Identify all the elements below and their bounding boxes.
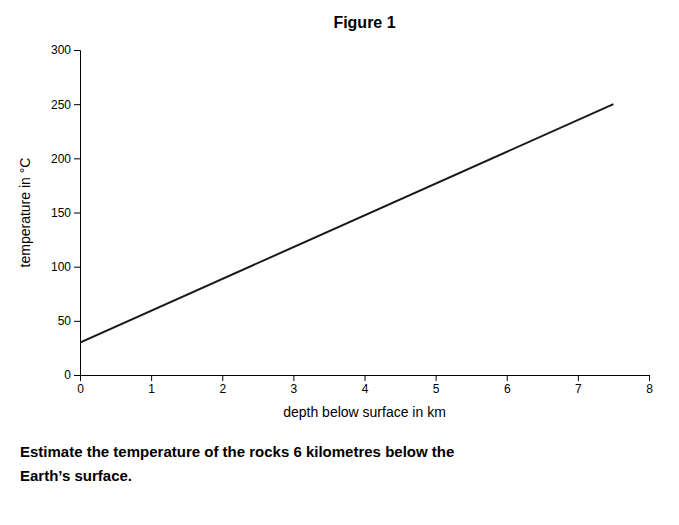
- tick-label: 3: [291, 382, 298, 396]
- tick-mark: [578, 375, 579, 381]
- y-tick: 150: [51, 206, 80, 220]
- tick-mark: [74, 321, 80, 322]
- x-tick: 1: [148, 375, 155, 396]
- x-tick: 6: [504, 375, 511, 396]
- annotation: Earth’s surface.: [20, 467, 132, 484]
- y-axis: 0 50 100 150 200 250 300: [51, 43, 81, 382]
- y-tick: 50: [58, 314, 80, 328]
- tick-mark: [74, 158, 80, 159]
- tick-mark: [74, 375, 80, 376]
- y-tick: 300: [51, 43, 80, 57]
- y-tick: 200: [51, 152, 80, 166]
- tick-mark: [74, 267, 80, 268]
- tick-label: 100: [51, 260, 71, 274]
- tick-label: 5: [433, 382, 440, 396]
- tick-label: 6: [504, 382, 511, 396]
- tick-label: 300: [51, 43, 71, 57]
- tick-label: 200: [51, 152, 71, 166]
- plot-area: 0 1 2 3 4 5 6 7 8 0 50 100 150 200 250 300: [51, 43, 653, 395]
- x-tick: 4: [362, 375, 369, 396]
- chart: 0 1 2 3 4 5 6 7 8 0 50 100 150 200 250 300 Figure 1 depth…: [0, 0, 679, 525]
- tick-mark: [74, 50, 80, 51]
- tick-mark: [74, 213, 80, 214]
- tick-label: 1: [148, 382, 155, 396]
- x-tick: 2: [219, 375, 226, 396]
- tick-label: 0: [64, 368, 71, 382]
- x-tick: 7: [575, 375, 582, 396]
- tick-mark: [293, 375, 294, 381]
- tick-label: 4: [362, 382, 369, 396]
- marks: [80, 104, 613, 342]
- tick-label: 0: [77, 382, 84, 396]
- x-axis: 0 1 2 3 4 5 6 7 8: [77, 375, 653, 396]
- tick-label: 150: [51, 206, 71, 220]
- tick-label: 50: [58, 314, 72, 328]
- y-tick: 100: [51, 260, 80, 274]
- tick-label: 7: [575, 382, 582, 396]
- x-tick: 5: [433, 375, 440, 396]
- tick-mark: [436, 375, 437, 381]
- x-axis-title: depth below surface in km: [283, 404, 446, 420]
- y-tick: 0: [64, 368, 80, 382]
- tick-label: 2: [219, 382, 226, 396]
- tick-mark: [507, 375, 508, 381]
- y-axis-title: temperature in °C: [17, 158, 33, 268]
- tick-mark: [151, 375, 152, 381]
- x-tick: 0: [77, 375, 84, 396]
- line: [80, 104, 613, 342]
- axis-line: [81, 376, 650, 382]
- x-tick: 8: [646, 375, 653, 396]
- axis-line: [74, 51, 81, 376]
- y-tick: 250: [51, 98, 80, 112]
- tick-mark: [222, 375, 223, 381]
- tick-mark: [365, 375, 366, 381]
- tick-mark: [74, 104, 80, 105]
- title: Figure 1: [333, 14, 395, 31]
- x-tick: 3: [291, 375, 298, 396]
- tick-mark: [649, 375, 650, 381]
- tick-label: 250: [51, 98, 71, 112]
- annotation: Estimate the temperature of the rocks 6 …: [20, 443, 454, 460]
- tick-label: 8: [646, 382, 653, 396]
